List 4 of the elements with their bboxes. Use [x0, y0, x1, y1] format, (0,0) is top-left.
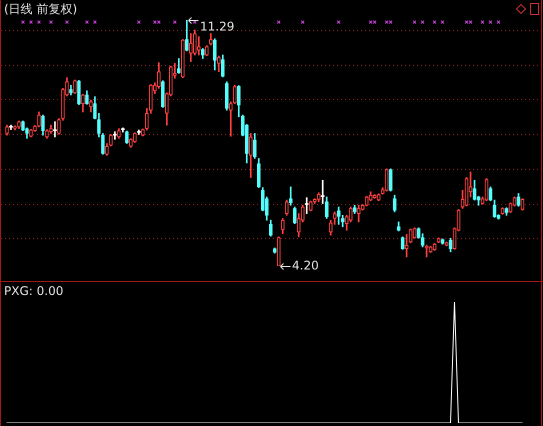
annotation: 4.20 — [292, 258, 319, 273]
annotation: 11.29 — [200, 20, 234, 34]
chart-title: PXG: 0.00 — [4, 284, 64, 298]
chart-title: (日线 前复权) — [4, 2, 78, 16]
